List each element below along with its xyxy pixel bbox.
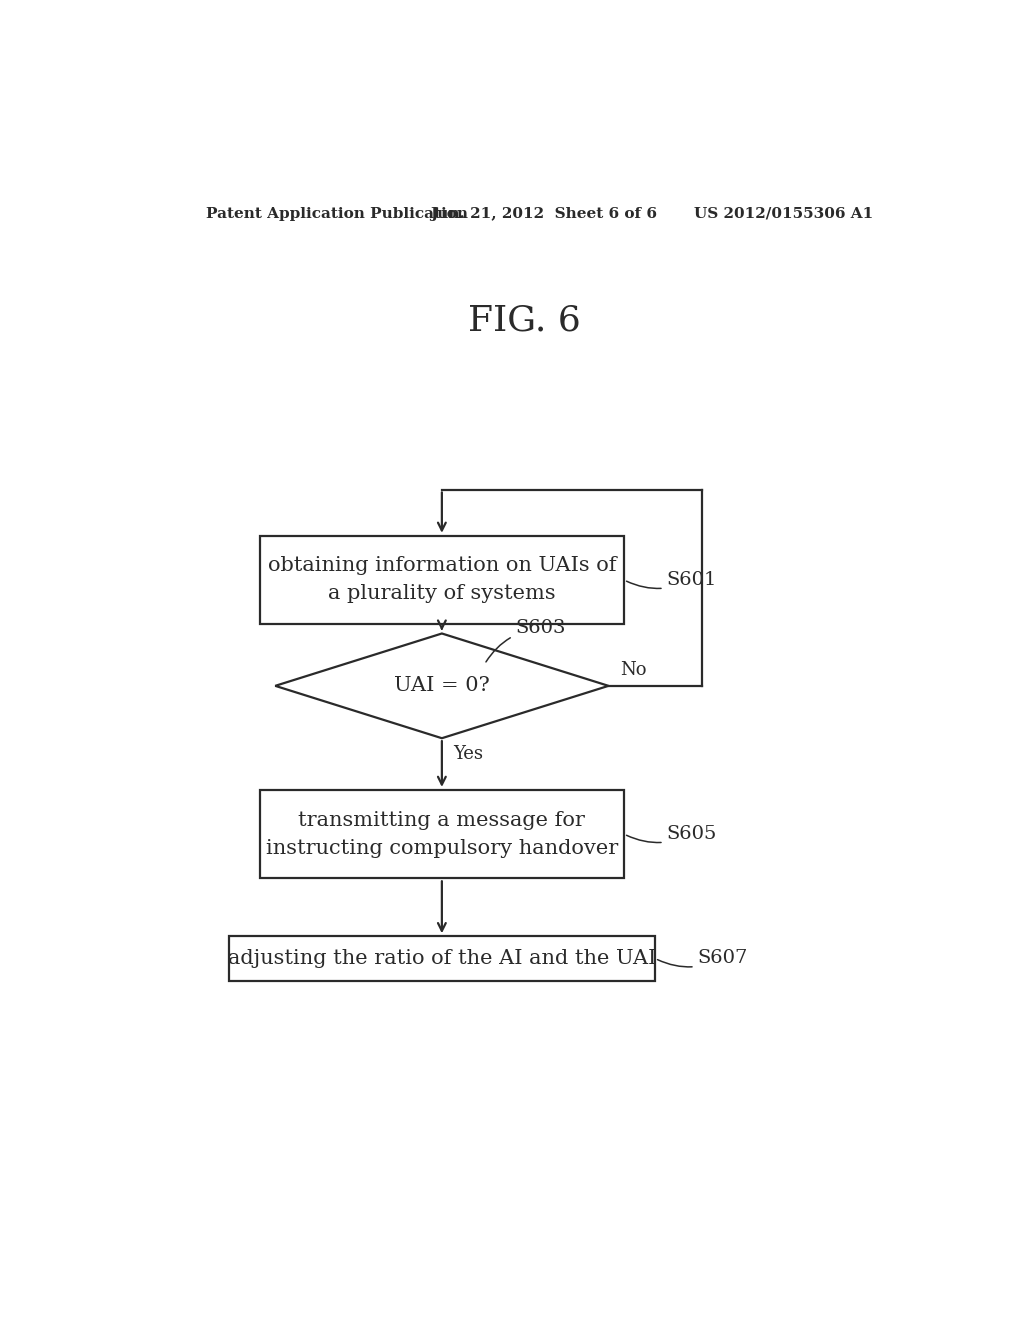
- Text: S607: S607: [657, 949, 748, 968]
- Bar: [260, 536, 624, 624]
- Text: FIG. 6: FIG. 6: [468, 304, 582, 337]
- Text: UAI = 0?: UAI = 0?: [394, 676, 489, 696]
- Text: adjusting the ratio of the AI and the UAI: adjusting the ratio of the AI and the UA…: [227, 949, 656, 968]
- Text: Jun. 21, 2012  Sheet 6 of 6: Jun. 21, 2012 Sheet 6 of 6: [430, 207, 657, 220]
- Text: No: No: [621, 661, 646, 680]
- Text: US 2012/0155306 A1: US 2012/0155306 A1: [693, 207, 873, 220]
- Text: S601: S601: [627, 572, 717, 589]
- Polygon shape: [275, 634, 608, 738]
- Text: S603: S603: [486, 619, 566, 661]
- Text: Yes: Yes: [453, 744, 482, 763]
- Text: transmitting a message for
instructing compulsory handover: transmitting a message for instructing c…: [266, 810, 618, 858]
- Text: S605: S605: [627, 825, 717, 843]
- Text: obtaining information on UAIs of
a plurality of systems: obtaining information on UAIs of a plura…: [267, 557, 616, 603]
- Bar: [228, 936, 655, 981]
- Bar: [260, 789, 624, 878]
- Text: Patent Application Publication: Patent Application Publication: [206, 207, 468, 220]
